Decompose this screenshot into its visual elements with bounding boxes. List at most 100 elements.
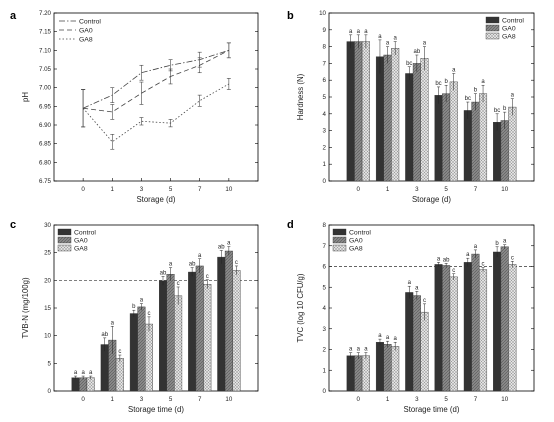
x-tick-label: 0 (357, 186, 361, 193)
bar-ga0 (442, 265, 451, 392)
y-tick-label: 0 (48, 388, 52, 395)
y-tick-label: 10 (44, 333, 51, 340)
legend-swatch-ga0 (57, 236, 72, 244)
x-axis-label: Storage time (d) (404, 405, 460, 414)
bar-ga8 (449, 276, 458, 392)
bar-ga0 (79, 377, 88, 392)
bar-ga8 (479, 93, 488, 182)
bar-control (463, 110, 472, 182)
significance-label: ab (189, 262, 196, 268)
x-tick-label: 0 (81, 396, 85, 403)
panel-label-a: a (10, 10, 17, 22)
significance-label: c (482, 262, 485, 268)
y-tick-label: 7.15 (39, 29, 52, 36)
legend-swatch-ga8 (332, 244, 347, 252)
y-tick-label: 7 (323, 243, 327, 250)
y-tick-label: 4 (323, 305, 327, 312)
y-tick-label: 1 (323, 161, 327, 168)
y-tick-label: 6.90 (39, 122, 52, 129)
legend-label: GA8 (349, 246, 363, 253)
significance-label: c (452, 268, 455, 274)
significance-label: ab (414, 49, 421, 55)
significance-label: a (140, 298, 144, 304)
bar-control (188, 271, 197, 392)
significance-label: b (503, 106, 507, 112)
bar-ga8 (361, 355, 370, 392)
bar-ga0 (412, 63, 421, 182)
x-tick-label: 1 (111, 186, 115, 193)
y-tick-label: 3 (323, 326, 327, 333)
y-tick-label: 10 (319, 10, 326, 17)
bar-control (346, 355, 355, 392)
bar-control (405, 73, 414, 182)
legend-label: Control (349, 230, 371, 237)
y-tick-label: 8 (323, 44, 327, 51)
x-tick-label: 5 (444, 186, 448, 193)
significance-label: ab (218, 244, 225, 250)
y-tick-label: 7.20 (39, 10, 52, 17)
y-tick-label: 15 (44, 305, 51, 312)
y-tick-label: 4 (323, 111, 327, 118)
legend-label: GA0 (74, 238, 88, 245)
plot-frame (53, 12, 259, 182)
bar-ga0 (383, 344, 392, 392)
y-tick-label: 5 (323, 284, 327, 291)
significance-label: bc (465, 96, 471, 102)
y-axis-label: Hardness (N) (296, 73, 305, 120)
bar-ga8 (145, 323, 153, 392)
bar-control (434, 264, 443, 392)
significance-label: a (349, 347, 353, 353)
legend-swatch-ga8 (485, 32, 500, 40)
significance-label: a (364, 29, 368, 35)
bar-ga0 (166, 274, 175, 392)
legend-label: GA8 (502, 34, 516, 41)
y-tick-label: 6.75 (39, 178, 52, 185)
significance-label: a (437, 256, 441, 262)
panel-label-d: d (287, 219, 294, 231)
bar-ga8 (203, 284, 212, 392)
x-tick-label: 5 (169, 186, 173, 193)
panel-d: d 0 1 2 3 4 5 6 7 8 0 1 3 5 7 10 Storage time (d) TVC (lo… (287, 219, 535, 414)
legend-swatch-control (332, 228, 347, 236)
significance-label: c (423, 298, 426, 304)
bar-control (129, 313, 138, 392)
bar-ga8 (391, 48, 400, 182)
significance-label: a (386, 335, 390, 341)
x-tick-label: 7 (474, 186, 478, 193)
bar-ga8 (361, 41, 370, 182)
y-tick-label: 7.00 (39, 85, 52, 92)
significance-label: bc (494, 108, 500, 114)
legend-label: GA0 (349, 238, 363, 245)
y-tick-label: 6 (323, 77, 327, 84)
panel-a: a 6.75 6.80 6.85 6.90 6.95 7.00 7.05 7.10 7.15 7.2… (10, 10, 259, 204)
bar-ga0 (442, 93, 451, 182)
y-tick-label: 2 (323, 347, 327, 354)
y-tick-label: 9 (323, 27, 327, 34)
significance-label: a (511, 93, 515, 99)
bar-ga0 (354, 41, 363, 182)
bar-control (434, 95, 443, 182)
y-tick-label: 0 (323, 178, 327, 185)
significance-label: a (423, 41, 427, 47)
significance-label: a (357, 347, 361, 353)
bar-control (405, 292, 414, 392)
x-tick-label: 5 (169, 396, 173, 403)
bar-ga8 (420, 311, 429, 392)
legend-swatch-ga0 (485, 24, 500, 32)
legend-label: GA0 (79, 27, 93, 34)
x-tick-label: 5 (444, 396, 448, 403)
significance-label: a (89, 370, 93, 376)
significance-label: a (349, 29, 353, 35)
significance-label: a (415, 285, 419, 291)
significance-label: c (206, 274, 209, 280)
bar-ga0 (224, 250, 233, 392)
x-axis-label: Storage (d) (412, 195, 451, 204)
x-tick-label: 0 (81, 186, 85, 193)
bar-control (493, 121, 502, 182)
significance-label: c (148, 311, 151, 317)
bar-ga0 (195, 265, 204, 392)
significance-label: b (474, 88, 478, 94)
bar-ga8 (115, 358, 124, 392)
bar-ga0 (137, 306, 146, 392)
